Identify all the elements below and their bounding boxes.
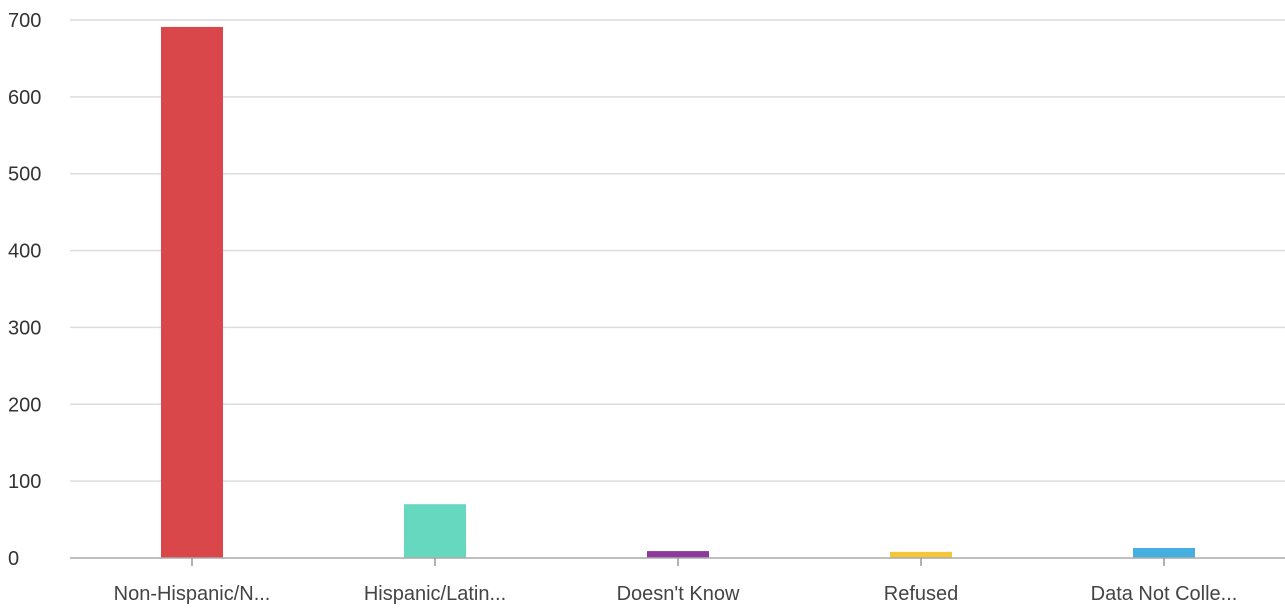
- y-tick-label: 400: [8, 241, 41, 263]
- x-category-label: Non-Hispanic/N...: [114, 583, 271, 605]
- x-category-label: Hispanic/Latin...: [364, 583, 506, 605]
- y-tick-label: 700: [8, 10, 41, 32]
- bar[interactable]: [647, 551, 709, 558]
- y-tick-label: 200: [8, 394, 41, 416]
- y-tick-label: 500: [8, 164, 41, 186]
- y-tick-label: 600: [8, 87, 41, 109]
- bar[interactable]: [1133, 548, 1195, 558]
- grid-lines: [70, 19, 1285, 482]
- bar[interactable]: [890, 551, 952, 558]
- x-category-label: Doesn't Know: [617, 583, 740, 605]
- x-axis-category-labels: Non-Hispanic/N... Hispanic/Latin... Doesn'…: [114, 583, 1238, 605]
- bars: [161, 26, 1195, 559]
- x-category-label: Data Not Colle...: [1091, 583, 1238, 605]
- y-tick-label: 300: [8, 317, 41, 339]
- bar[interactable]: [404, 504, 466, 558]
- bar[interactable]: [161, 26, 223, 559]
- y-tick-label: 100: [8, 471, 41, 493]
- x-axis-ticks: [191, 558, 1165, 566]
- y-axis-tick-labels: 0 100 200 300 400 500 600 700: [8, 10, 41, 570]
- x-category-label: Refused: [884, 583, 959, 605]
- y-tick-label: 0: [8, 548, 19, 570]
